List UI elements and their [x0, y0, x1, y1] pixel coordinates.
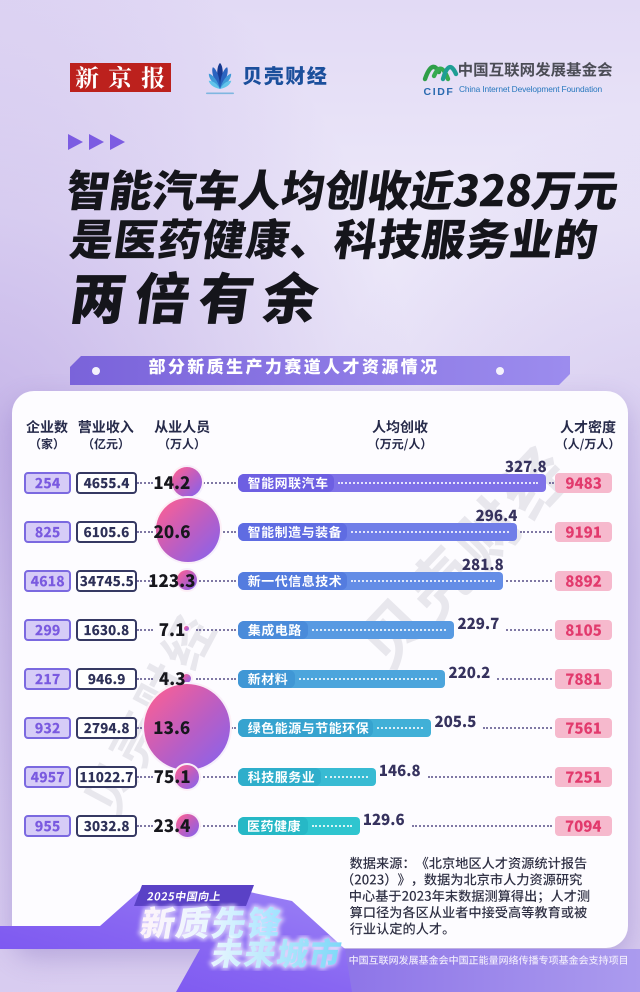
svg-text:CIDF: CIDF	[424, 86, 455, 98]
svg-text:China Internet Development Fou: China Internet Development Foundation	[459, 84, 602, 94]
